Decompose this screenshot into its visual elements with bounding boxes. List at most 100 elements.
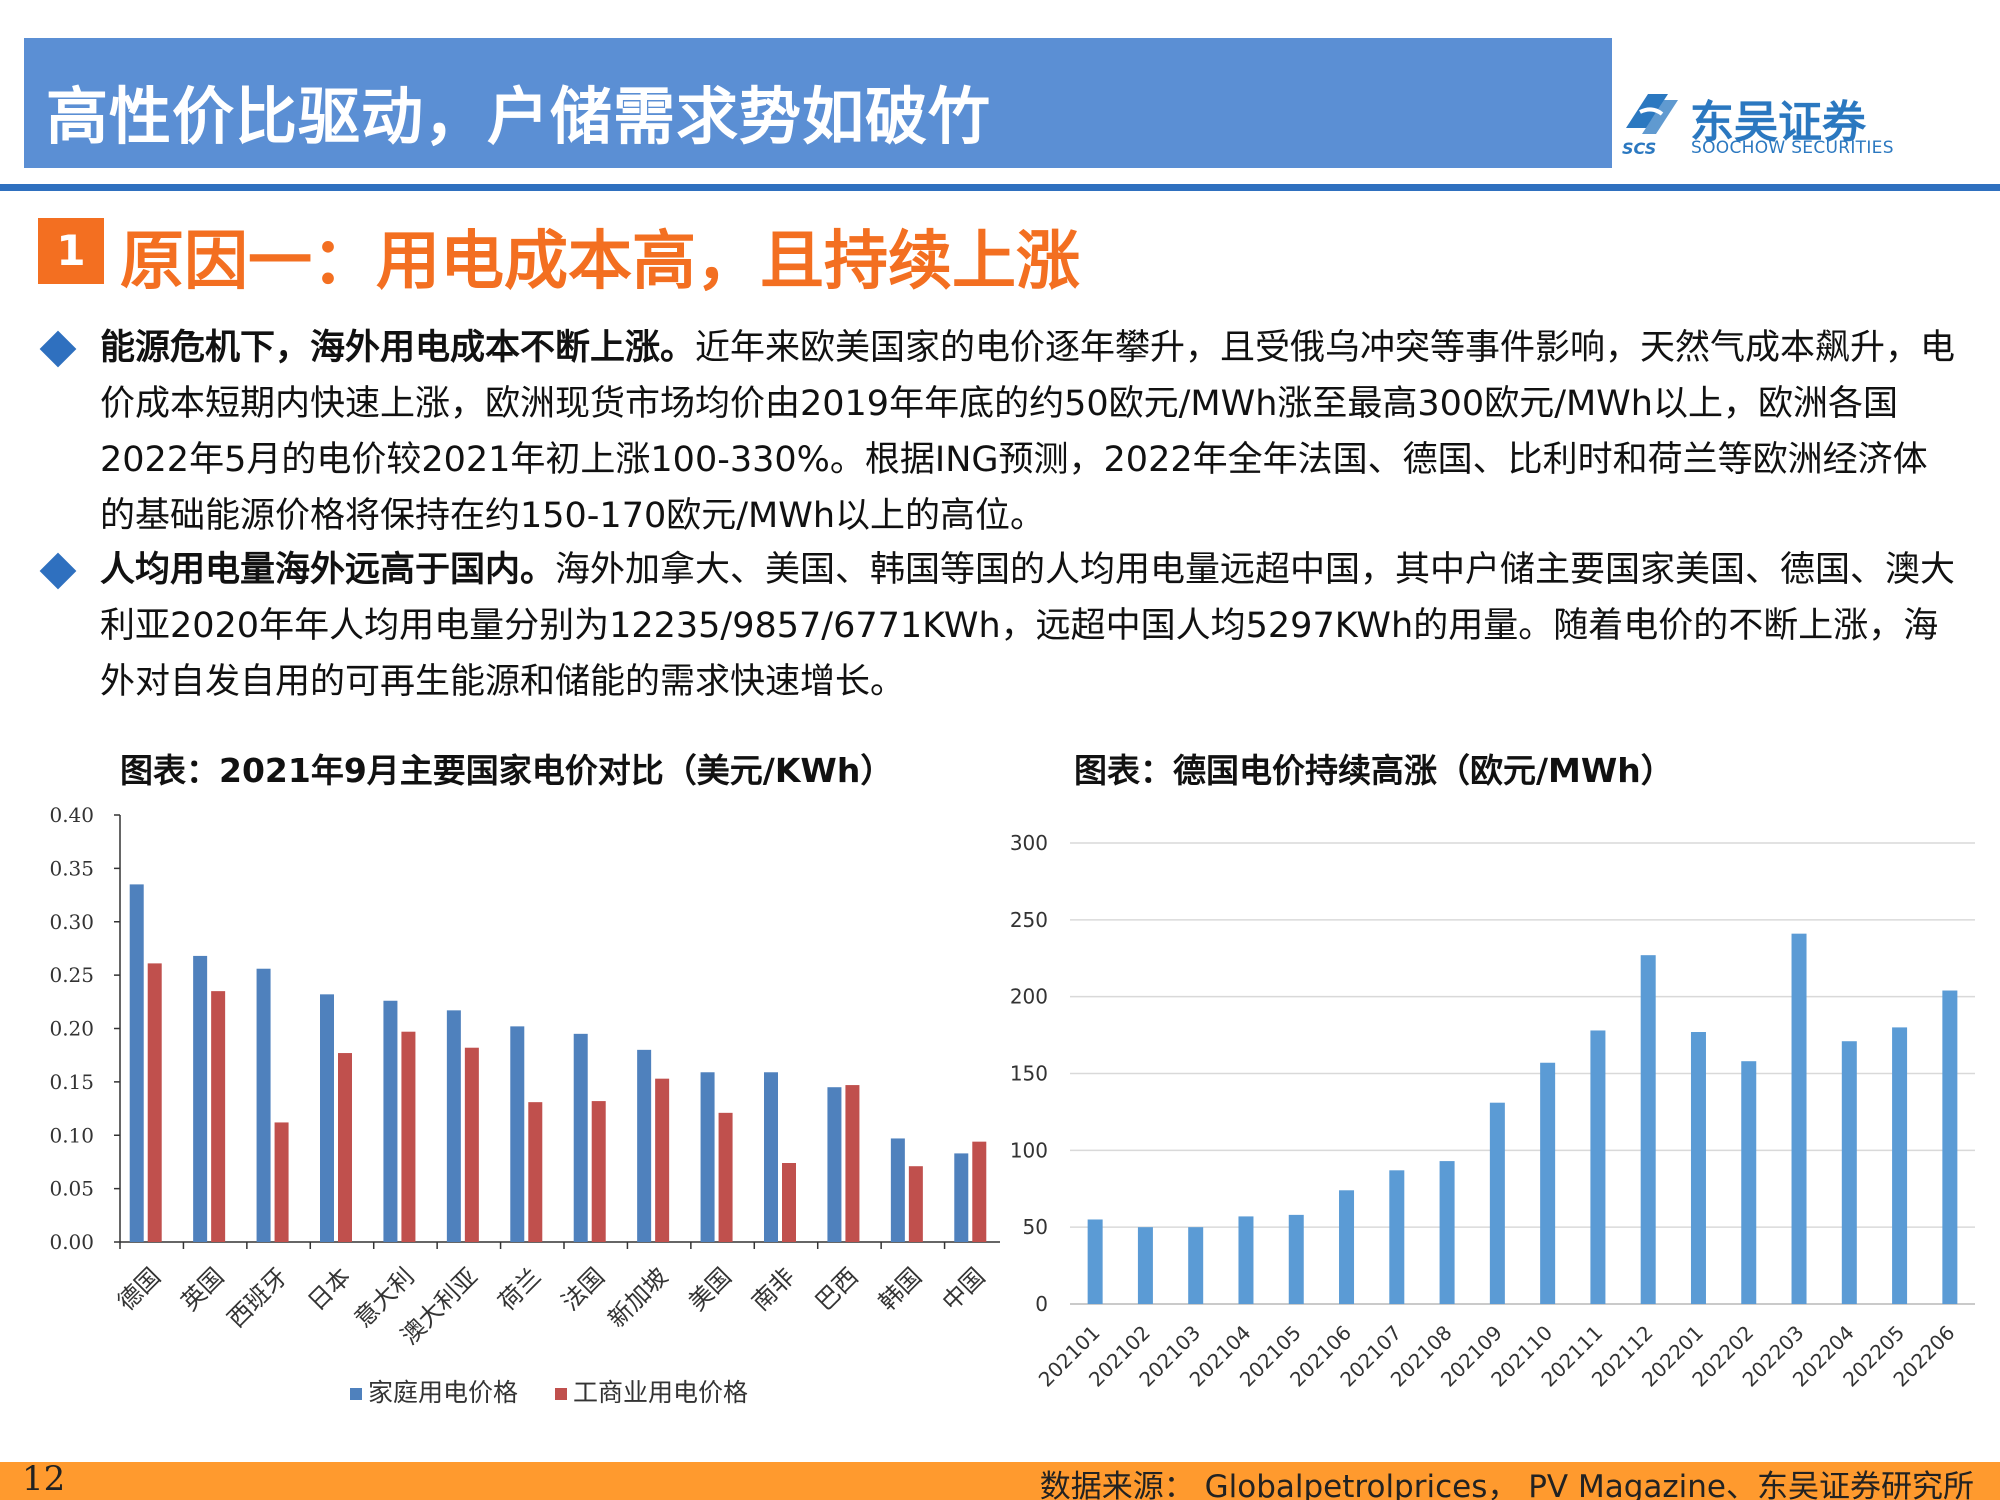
x-category-label: 南非 [747, 1262, 801, 1316]
price-bar [1590, 1030, 1606, 1304]
y-tick-label: 0.35 [49, 856, 94, 880]
price-bar [1339, 1190, 1355, 1304]
y-tick-label: 0.20 [49, 1017, 94, 1041]
price-bar [1087, 1219, 1103, 1304]
household-price-bar [446, 1010, 461, 1242]
industrial-price-bar [147, 963, 162, 1242]
industrial-price-bar [338, 1053, 352, 1242]
y-tick-label: 0.30 [49, 910, 94, 934]
industrial-price-bar [528, 1102, 543, 1242]
price-bar [1690, 1032, 1706, 1304]
household-price-bar [890, 1138, 905, 1242]
price-bar [1238, 1216, 1254, 1304]
household-price-bar [193, 955, 208, 1242]
industrial-price-bar [972, 1141, 987, 1242]
x-category-label: 德国 [112, 1262, 166, 1316]
household-price-bar [764, 1072, 778, 1242]
title-bar: 高性价比驱动，户储需求势如破竹 [24, 38, 1612, 168]
industrial-price-bar [908, 1166, 923, 1242]
y-tick-label: 200 [1010, 985, 1048, 1009]
x-category-label: 美国 [683, 1262, 737, 1316]
industrial-price-bar [401, 1031, 416, 1242]
y-tick-label: 300 [1010, 831, 1048, 855]
x-category-label: 西班牙 [222, 1262, 293, 1333]
price-bar [1540, 1062, 1556, 1304]
bullet-item: 能源危机下，海外用电成本不断上涨。近年来欧美国家的电价逐年攀升，且受俄乌冲突等事… [100, 320, 1960, 544]
bullet-body: 近年来欧美国家的电价逐年攀升，且受俄乌冲突等事件影响，天然气成本飙升，电价成本短… [100, 328, 1956, 536]
household-price-bar [510, 1026, 525, 1242]
y-tick-label: 0.10 [49, 1123, 94, 1147]
logo-en-text: SOOCHOW SECURITIES [1691, 138, 1894, 158]
soochow-logo: SCS 东吴证券 SOOCHOW SECURITIES [1620, 88, 1900, 160]
footer-bar: 12 数据来源： Globalpetrolprices， PV Magazine… [0, 1459, 2000, 1500]
price-bar [1439, 1161, 1455, 1304]
industrial-price-bar [591, 1101, 606, 1242]
legend-swatch [350, 1388, 362, 1400]
price-bar [1892, 1027, 1908, 1304]
household-price-bar [954, 1153, 969, 1242]
price-bar [1137, 1227, 1153, 1304]
chart1-title: 图表：2021年9月主要国家电价对比（美元/KWh） [120, 751, 894, 790]
household-price-bar [637, 1049, 652, 1242]
y-tick-label: 0.15 [49, 1070, 94, 1094]
legend-label: 工商业用电价格 [573, 1378, 748, 1407]
x-category-label: 巴西 [810, 1262, 864, 1316]
household-price-bar [573, 1033, 588, 1242]
y-tick-label: 0.25 [49, 963, 94, 987]
section-title: 原因一：用电成本高，且持续上涨 [120, 225, 1080, 299]
section-number-badge: 1 [38, 218, 104, 284]
bullet-lead: 能源危机下，海外用电成本不断上涨。 [100, 328, 696, 368]
household-price-bar [700, 1072, 715, 1242]
scs-logo-icon [1626, 94, 1678, 134]
x-category-label: 韩国 [873, 1262, 927, 1316]
page-number: 12 [22, 1459, 66, 1499]
electricity-price-comparison-chart: 0.00 0.05 0.10 0.15 0.20 0.25 0.30 0.35 0.40 德国 英国… [49, 803, 1000, 1407]
y-tick-label: 50 [1023, 1215, 1048, 1239]
household-price-bar [320, 994, 334, 1242]
y-tick-label: 0 [1035, 1292, 1048, 1316]
household-price-bar [383, 1000, 398, 1242]
price-bar [1288, 1214, 1304, 1304]
legend-label: 家庭用电价格 [368, 1378, 518, 1407]
legend-swatch [555, 1388, 567, 1400]
y-tick-label: 0.05 [49, 1177, 94, 1201]
y-tick-label: 100 [1010, 1138, 1048, 1162]
bullet-body: 海外加拿大、美国、韩国等国的人均用电量远超中国，其中户储主要国家美国、德国、澳大… [100, 550, 1956, 702]
y-tick-label: 150 [1010, 1062, 1048, 1086]
household-price-bar [129, 884, 144, 1242]
bullet-lead: 人均用电量海外远高于国内。 [100, 550, 556, 590]
bullet-item: 人均用电量海外远高于国内。海外加拿大、美国、韩国等国的人均用电量远超中国，其中户… [100, 542, 1960, 710]
x-category-label: 中国 [937, 1262, 991, 1316]
x-category-label: 新加坡 [603, 1262, 674, 1333]
header-divider [0, 184, 2000, 191]
industrial-price-bar [274, 1122, 289, 1242]
industrial-price-bar [718, 1112, 733, 1242]
x-category-label: 英国 [176, 1262, 230, 1316]
price-bar [1188, 1227, 1204, 1304]
x-category-label: 荷兰 [493, 1262, 547, 1316]
y-tick-label: 250 [1010, 908, 1048, 932]
industrial-price-bar [655, 1078, 670, 1242]
price-bar [1841, 1041, 1857, 1304]
y-tick-label: 0.40 [49, 803, 94, 827]
price-bar [1640, 955, 1656, 1304]
page-title: 高性价比驱动，户储需求势如破竹 [46, 80, 992, 153]
logo-short-text: SCS [1622, 139, 1657, 158]
household-price-bar [256, 968, 271, 1242]
x-category-label: 日本 [303, 1262, 357, 1316]
industrial-price-bar [464, 1047, 479, 1242]
industrial-price-bar [211, 991, 226, 1242]
price-bar [1489, 1102, 1505, 1304]
price-bar [1389, 1170, 1405, 1304]
bullet-diamond-icon [39, 552, 77, 590]
y-tick-label: 0.00 [49, 1230, 94, 1254]
chart2-title: 图表：德国电价持续高涨（欧元/MWh） [1074, 751, 1674, 790]
germany-electricity-price-chart: 0501001502002503002021012021022021032021… [1010, 831, 1975, 1392]
household-price-bar [827, 1087, 842, 1242]
price-bar [1741, 1061, 1757, 1304]
data-source: 数据来源： Globalpetrolprices， PV Magazine、东吴… [1039, 1469, 1974, 1500]
price-bar [1791, 933, 1807, 1304]
industrial-price-bar [782, 1163, 796, 1242]
x-category-label: 法国 [556, 1262, 610, 1316]
bullet-diamond-icon [39, 330, 77, 368]
